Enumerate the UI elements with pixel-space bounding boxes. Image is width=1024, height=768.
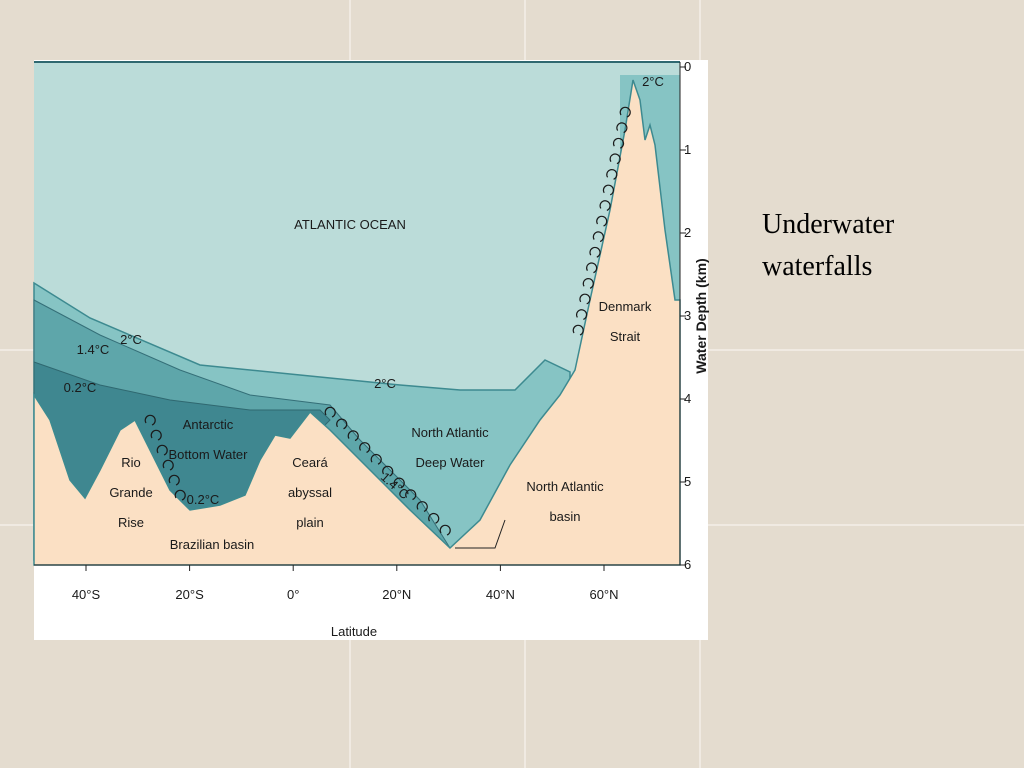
label: Strait <box>610 329 641 344</box>
eddy <box>168 474 180 486</box>
label: 2°C <box>120 332 142 347</box>
eddy <box>599 200 611 211</box>
x-axis-title: Latitude <box>331 624 377 639</box>
label: 0.2°C <box>187 492 220 507</box>
eddy <box>359 442 371 453</box>
label: North Atlantic <box>526 479 604 494</box>
eddy <box>619 106 631 118</box>
eddy <box>439 524 451 536</box>
eddy <box>576 309 588 320</box>
y-tick-label: 3 <box>684 308 691 323</box>
eddy <box>174 489 186 501</box>
y-tick-label: 6 <box>684 557 691 572</box>
y-tick-label: 5 <box>684 474 691 489</box>
eddy <box>370 453 382 465</box>
eddy <box>156 444 168 456</box>
x-tick-label: 40°N <box>486 587 515 602</box>
label: 0.2°C <box>64 380 97 395</box>
label: Ceará <box>292 455 328 470</box>
label: Rise <box>118 515 144 530</box>
label: Denmark <box>599 299 652 314</box>
label: Grande <box>109 485 152 500</box>
label: Bottom Water <box>169 447 249 462</box>
label: Brazilian basin <box>170 537 255 552</box>
x-tick-label: 40°S <box>72 587 101 602</box>
ocean-title: ATLANTIC OCEAN <box>294 217 406 232</box>
label: 2°C <box>374 376 396 391</box>
x-tick-label: 60°N <box>589 587 618 602</box>
label: Rio <box>121 455 141 470</box>
pointer-line <box>455 519 506 549</box>
y-tick-label: 1 <box>684 142 691 157</box>
eddy <box>150 429 162 441</box>
eddy <box>586 262 598 274</box>
eddy <box>347 430 359 442</box>
eddy <box>393 477 405 489</box>
eddy <box>592 231 604 243</box>
eddy <box>612 137 625 149</box>
eddy <box>162 459 174 471</box>
eddy <box>405 489 417 501</box>
x-tick-label: 0° <box>287 587 299 602</box>
y-tick-label: 2 <box>684 225 691 240</box>
ocean-diagram: ATLANTIC OCEAN 2°C Denmark Strait 1.4°C … <box>33 59 709 640</box>
eddy <box>382 465 394 477</box>
label: Antarctic <box>183 417 234 432</box>
label: basin <box>549 509 580 524</box>
x-tick-label: 20°S <box>175 587 204 602</box>
label: 2°C <box>642 74 664 89</box>
eddy <box>144 414 156 426</box>
seafloor <box>33 79 681 566</box>
eddy <box>336 418 348 430</box>
label: Deep Water <box>416 455 486 470</box>
eddy <box>428 512 440 524</box>
y-tick-label: 4 <box>684 391 691 406</box>
eddy <box>609 153 621 165</box>
label: abyssal <box>288 485 332 500</box>
eddy <box>572 324 584 336</box>
eddy <box>324 406 336 418</box>
eddy <box>602 184 614 196</box>
y-tick-label: 0 <box>684 59 691 74</box>
y-axis-title: Water Depth (km) <box>693 258 709 373</box>
eddy <box>606 169 618 180</box>
eddy <box>582 278 594 289</box>
label: 1.4°C <box>77 342 110 357</box>
flow-eddies <box>144 106 631 536</box>
eddy <box>416 501 428 512</box>
eddy <box>616 122 628 134</box>
eddy <box>596 215 608 227</box>
eddy <box>589 246 601 258</box>
eddy <box>579 293 591 305</box>
label: North Atlantic <box>411 425 489 440</box>
slide-text: Underwater waterfalls <box>762 209 895 282</box>
label: plain <box>296 515 323 530</box>
x-tick-label: 20°N <box>382 587 411 602</box>
